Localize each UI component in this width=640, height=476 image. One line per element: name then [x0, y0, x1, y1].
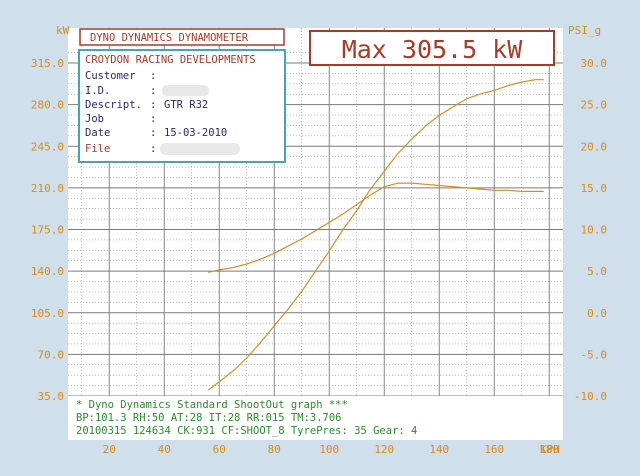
y-left-tick-label: 140.0	[31, 265, 64, 278]
series-line-1	[208, 182, 544, 273]
info-label-date: Date	[85, 127, 110, 139]
brand-box: DYNO DYNAMICS DYNAMOMETER	[79, 28, 285, 46]
footer-line-3: 20100315 124634 CK:931 CF:SHOOT_8 TyrePr…	[76, 425, 417, 437]
y-left-tick-label: 315.0	[31, 57, 64, 70]
x-tick-label: 20	[103, 443, 116, 456]
info-label-id: I.D.	[85, 85, 110, 97]
curve-layer	[207, 79, 544, 391]
footer-panel: * Dyno Dynamics Standard ShootOut graph …	[68, 396, 563, 440]
info-sep-file: :	[150, 143, 156, 155]
x-axis-label: KPH	[540, 443, 560, 456]
footer-line-2: BP:101.3 RH:50 AT:28 IT:28 RR:015 TM:3.7…	[76, 412, 342, 424]
grid-layer	[68, 28, 563, 440]
y-right-tick-label: 0.0	[587, 307, 607, 320]
y-left-tick-label: 105.0	[31, 307, 64, 320]
x-tick-label: 120	[374, 443, 394, 456]
redacted-id	[162, 85, 209, 96]
info-panel: CROYDON RACING DEVELOPMENTS Customer : I…	[78, 49, 286, 163]
x-tick-label: 100	[319, 443, 339, 456]
footer-line-1: * Dyno Dynamics Standard ShootOut graph …	[76, 399, 348, 411]
info-sep-date: :	[150, 127, 156, 139]
info-label-file: File	[85, 143, 110, 155]
y-right-tick-label: -10.0	[574, 390, 607, 403]
y-right-tick-label: 5.0	[587, 265, 607, 278]
info-sep-id: :	[150, 85, 156, 97]
tick-layer: 35.0 70.0 105.0 140.0 175.0 210.0 245.0 280.0 31…	[31, 57, 607, 456]
info-sep-customer: :	[150, 70, 156, 82]
y-left-tick-label: 35.0	[38, 390, 65, 403]
max-power-box: Max 305.5 kW	[309, 30, 555, 66]
max-power-label: Max 305.5 kW	[342, 35, 524, 64]
x-tick-label: 80	[268, 443, 281, 456]
info-sep-description: :	[150, 99, 156, 111]
y-axis-right-label: PSI_g	[568, 24, 601, 37]
y-right-tick-label: 15.0	[581, 182, 608, 195]
y-left-tick-label: 245.0	[31, 140, 64, 153]
y-left-tick-label: 70.0	[38, 348, 65, 361]
info-value-date: 15-03-2010	[164, 127, 227, 139]
info-label-description: Descript.	[85, 99, 142, 111]
x-tick-label: 160	[484, 443, 504, 456]
x-tick-label: 40	[158, 443, 171, 456]
info-label-customer: Customer	[85, 70, 136, 82]
x-tick-label: 180	[539, 443, 559, 456]
y-axis-left-label: kW	[56, 24, 70, 37]
redacted-file	[160, 143, 240, 155]
series-line-2	[207, 79, 544, 391]
y-left-tick-label: 210.0	[31, 182, 64, 195]
info-sep-job: :	[150, 113, 156, 125]
info-value-description: GTR R32	[164, 99, 208, 111]
y-right-tick-label: 30.0	[581, 57, 608, 70]
y-right-tick-label: 25.0	[581, 99, 608, 112]
y-right-tick-label: 10.0	[581, 224, 608, 237]
x-tick-label: 60	[213, 443, 226, 456]
y-right-tick-label: 20.0	[581, 140, 608, 153]
y-right-tick-label: -5.0	[581, 348, 608, 361]
y-left-tick-label: 280.0	[31, 99, 64, 112]
brand-label: DYNO DYNAMICS DYNAMOMETER	[90, 32, 249, 44]
x-tick-label: 140	[429, 443, 449, 456]
y-left-tick-label: 175.0	[31, 224, 64, 237]
company-name: CROYDON RACING DEVELOPMENTS	[85, 54, 256, 66]
info-label-job: Job	[85, 113, 104, 125]
